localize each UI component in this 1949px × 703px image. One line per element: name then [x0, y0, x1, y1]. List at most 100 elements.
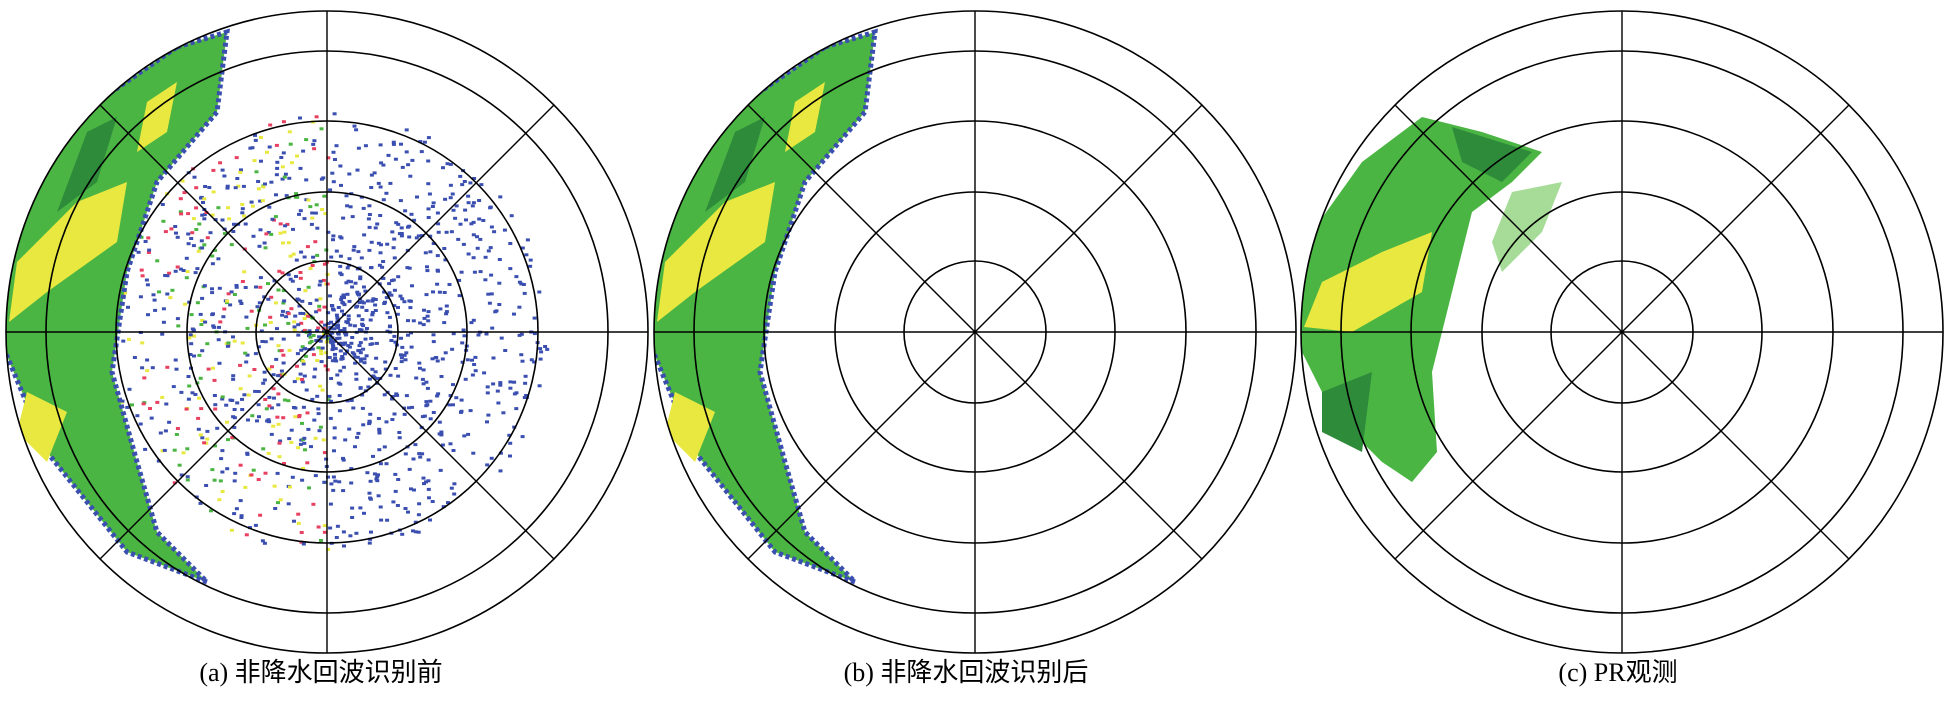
echo-pixel [256, 390, 261, 393]
echo-pixel [321, 278, 326, 282]
echo-pixel [188, 333, 193, 337]
echo-pixel [471, 220, 476, 224]
echo-pixel [314, 310, 319, 314]
echo-pixel [256, 478, 261, 481]
echo-pixel [262, 541, 267, 545]
echo-pixel [299, 438, 304, 442]
echo-pixel [450, 192, 455, 196]
echo-pixel [146, 236, 151, 240]
caption: (c) PR观测 [1558, 658, 1677, 687]
echo-pixel [198, 312, 203, 316]
echo-pixel [338, 254, 343, 258]
echo-pixel [232, 512, 237, 516]
echo-pixel [181, 269, 186, 272]
echo-pixel [307, 341, 312, 345]
echo-pixel [178, 197, 183, 201]
echo-pixel [276, 392, 281, 396]
echo-pixel [539, 350, 544, 354]
echo-pixel [517, 333, 522, 337]
echo-pixel [367, 204, 372, 208]
echo-pixel [486, 249, 491, 253]
echo-pixel [337, 394, 342, 397]
echo-pixel [374, 356, 379, 360]
echo-pixel [477, 199, 482, 202]
echo-pixel [426, 487, 431, 491]
echo-pixel [312, 147, 317, 151]
echo-pixel [451, 332, 456, 336]
echo-pixel [266, 418, 271, 422]
echo-pixel [351, 248, 356, 252]
echo-pixel [406, 163, 411, 167]
echo-pixel [256, 187, 261, 191]
echo-pixel [472, 270, 477, 274]
echo-pixel [207, 186, 212, 189]
echo-pixel [350, 215, 355, 219]
echo-pixel [265, 150, 269, 154]
echo-pixel [211, 168, 216, 172]
echo-pixel [361, 347, 366, 351]
echo-pixel [220, 490, 225, 493]
echo-pixel [273, 215, 278, 219]
echo-pixel [189, 342, 194, 346]
echo-pixel [226, 206, 231, 210]
echo-pixel [236, 184, 241, 188]
echo-pixel [293, 415, 298, 419]
echo-pixel [523, 381, 528, 385]
echo-pixel [287, 348, 292, 352]
echo-pixel [350, 516, 355, 519]
echo-pixel [343, 352, 347, 356]
echo-pixel [501, 411, 506, 415]
echo-pixel [165, 274, 170, 278]
echo-pixel [333, 347, 338, 351]
echo-pixel [140, 341, 145, 345]
echo-pixel [277, 349, 282, 353]
echo-pixel [477, 217, 482, 221]
echo-pixel [358, 351, 363, 355]
echo-pixel [417, 502, 422, 506]
echo-pixel [158, 431, 163, 435]
echo-pixel [361, 301, 366, 305]
azimuth-line [99, 104, 555, 560]
echo-pixel [431, 201, 436, 205]
echo-pixel [344, 194, 349, 198]
echo-pixel [374, 341, 379, 345]
echo-pixel [290, 475, 295, 479]
echo-pixel [295, 352, 300, 356]
echo-pixel [211, 324, 216, 328]
echo-pixel [339, 183, 343, 187]
echo-pixel [300, 421, 304, 425]
echo-pixel [332, 339, 337, 343]
echo-pixel [243, 222, 248, 226]
echo-pixel [414, 376, 419, 380]
echo-pixel [420, 234, 425, 238]
echo-pixel [326, 230, 331, 234]
echo-pixel [400, 345, 405, 349]
echo-pixel [411, 529, 415, 533]
echo-pixel [322, 305, 327, 309]
echo-pixel [322, 524, 327, 528]
echo-pixel [425, 386, 430, 390]
echo-pixel [537, 290, 542, 294]
echo-pixel [470, 373, 475, 377]
echo-pixel [229, 290, 234, 294]
echo-pixel [497, 281, 502, 285]
echo-pixel [450, 347, 455, 351]
echo-pixel [508, 441, 513, 445]
echo-pixel [285, 222, 290, 226]
echo-pixel [180, 179, 185, 183]
echo-pixel [355, 304, 360, 308]
echo-pixel [276, 422, 281, 426]
echo-pixel [292, 328, 297, 332]
echo-pixel [326, 322, 331, 325]
echo-pixel [256, 180, 261, 183]
echo-pixel [258, 276, 263, 280]
echo-pixel [315, 226, 320, 230]
echo-pixel [362, 357, 367, 361]
echo-pixel [372, 472, 377, 476]
echo-pixel [143, 240, 148, 243]
echo-pixel [367, 377, 372, 381]
echo-pixel [442, 321, 447, 325]
echo-pixel [451, 208, 456, 212]
echo-pixel [338, 164, 343, 168]
echo-pixel [239, 168, 243, 172]
